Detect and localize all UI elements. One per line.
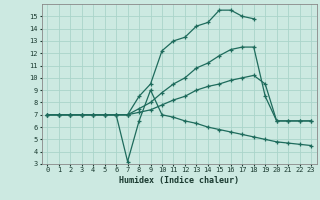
X-axis label: Humidex (Indice chaleur): Humidex (Indice chaleur) [119,176,239,185]
